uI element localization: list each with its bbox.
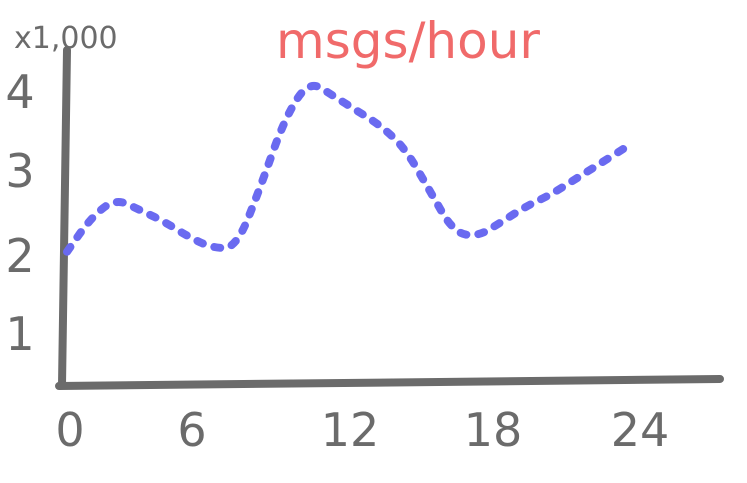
axes	[55, 46, 724, 390]
chart-title: msgs/hour	[276, 12, 540, 70]
x-tick-label-24: 24	[611, 403, 670, 457]
y-tick-label-4: 4	[5, 65, 34, 119]
x-tick-labels: 0 6 12 18 24	[55, 403, 669, 457]
y-tick-label-1: 1	[5, 307, 34, 361]
series-line-1	[63, 81, 628, 256]
series-layer	[63, 81, 628, 256]
x-tick-label-6: 6	[177, 403, 206, 457]
y-tick-label-2: 2	[5, 229, 34, 283]
x-tick-label-18: 18	[464, 403, 523, 457]
x-tick-label-0: 0	[55, 403, 84, 457]
y-tick-label-3: 3	[5, 144, 34, 198]
x-tick-label-12: 12	[321, 403, 380, 457]
y-axis-line	[58, 46, 71, 389]
y-tick-labels: 1 2 3 4	[5, 65, 34, 361]
x-axis-line	[55, 375, 724, 390]
